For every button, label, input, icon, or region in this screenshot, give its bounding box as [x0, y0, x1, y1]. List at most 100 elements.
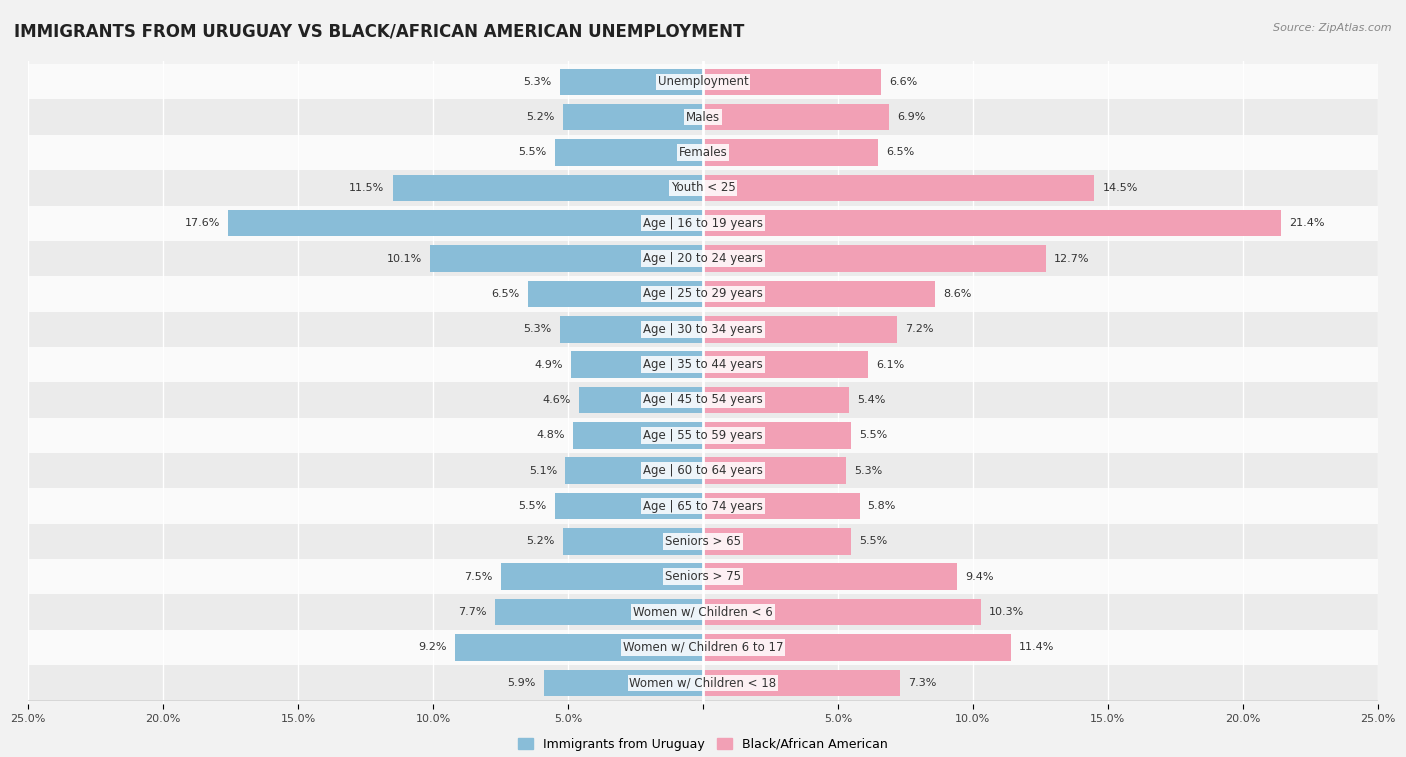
Bar	[28, 99, 1378, 135]
Bar	[28, 64, 1378, 99]
Text: 4.8%: 4.8%	[537, 430, 565, 441]
Bar	[703, 245, 1046, 272]
Text: 17.6%: 17.6%	[184, 218, 219, 228]
Text: 21.4%: 21.4%	[1289, 218, 1324, 228]
Text: 7.7%: 7.7%	[458, 607, 486, 617]
Bar	[28, 347, 1378, 382]
Text: 12.7%: 12.7%	[1054, 254, 1090, 263]
Bar	[430, 245, 703, 272]
Bar	[703, 457, 846, 484]
Text: Women w/ Children < 6: Women w/ Children < 6	[633, 606, 773, 618]
Bar	[703, 316, 897, 342]
Bar	[703, 563, 956, 590]
Bar	[28, 205, 1378, 241]
Bar	[703, 634, 1011, 661]
Text: 11.4%: 11.4%	[1019, 643, 1054, 653]
Bar	[392, 175, 703, 201]
Bar	[703, 281, 935, 307]
Bar	[571, 351, 703, 378]
Bar	[28, 170, 1378, 205]
Text: 6.1%: 6.1%	[876, 360, 904, 369]
Text: 11.5%: 11.5%	[349, 183, 384, 193]
Bar	[703, 210, 1281, 236]
Bar	[703, 528, 852, 555]
Bar	[554, 493, 703, 519]
Text: 5.5%: 5.5%	[859, 537, 887, 547]
Text: 4.9%: 4.9%	[534, 360, 562, 369]
Text: Seniors > 75: Seniors > 75	[665, 570, 741, 583]
Bar	[501, 563, 703, 590]
Bar	[527, 281, 703, 307]
Text: Age | 35 to 44 years: Age | 35 to 44 years	[643, 358, 763, 371]
Text: 14.5%: 14.5%	[1102, 183, 1137, 193]
Bar	[703, 422, 852, 449]
Text: Age | 55 to 59 years: Age | 55 to 59 years	[643, 428, 763, 442]
Bar	[28, 241, 1378, 276]
Text: Age | 25 to 29 years: Age | 25 to 29 years	[643, 288, 763, 301]
Bar	[562, 528, 703, 555]
Text: 10.3%: 10.3%	[990, 607, 1025, 617]
Bar	[574, 422, 703, 449]
Text: Youth < 25: Youth < 25	[671, 182, 735, 195]
Text: 5.5%: 5.5%	[519, 148, 547, 157]
Text: Women w/ Children 6 to 17: Women w/ Children 6 to 17	[623, 641, 783, 654]
Bar	[28, 382, 1378, 418]
Text: Males: Males	[686, 111, 720, 123]
Text: Age | 45 to 54 years: Age | 45 to 54 years	[643, 394, 763, 407]
Bar	[28, 559, 1378, 594]
Bar	[28, 418, 1378, 453]
Text: 5.2%: 5.2%	[526, 537, 554, 547]
Text: 6.5%: 6.5%	[491, 289, 519, 299]
Bar	[28, 665, 1378, 700]
Bar	[703, 139, 879, 166]
Bar	[544, 669, 703, 696]
Bar	[28, 594, 1378, 630]
Bar	[28, 135, 1378, 170]
Bar	[703, 69, 882, 95]
Bar	[495, 599, 703, 625]
Text: 4.6%: 4.6%	[543, 395, 571, 405]
Bar	[28, 276, 1378, 312]
Text: 6.6%: 6.6%	[889, 76, 918, 87]
Bar	[28, 630, 1378, 665]
Bar	[560, 69, 703, 95]
Bar	[703, 175, 1094, 201]
Text: 5.4%: 5.4%	[856, 395, 886, 405]
Text: 7.2%: 7.2%	[905, 324, 934, 335]
Text: 8.6%: 8.6%	[943, 289, 972, 299]
Text: Age | 30 to 34 years: Age | 30 to 34 years	[643, 322, 763, 336]
Text: 6.5%: 6.5%	[887, 148, 915, 157]
Text: 5.9%: 5.9%	[508, 678, 536, 688]
Legend: Immigrants from Uruguay, Black/African American: Immigrants from Uruguay, Black/African A…	[513, 733, 893, 755]
Text: Age | 20 to 24 years: Age | 20 to 24 years	[643, 252, 763, 265]
Text: 5.5%: 5.5%	[859, 430, 887, 441]
Text: 10.1%: 10.1%	[387, 254, 422, 263]
Bar	[562, 104, 703, 130]
Bar	[228, 210, 703, 236]
Text: Seniors > 65: Seniors > 65	[665, 535, 741, 548]
Bar	[565, 457, 703, 484]
Bar	[28, 524, 1378, 559]
Bar	[703, 669, 900, 696]
Bar	[28, 312, 1378, 347]
Bar	[703, 351, 868, 378]
Bar	[28, 453, 1378, 488]
Text: 5.5%: 5.5%	[519, 501, 547, 511]
Text: 7.5%: 7.5%	[464, 572, 492, 581]
Text: Unemployment: Unemployment	[658, 75, 748, 89]
Text: Women w/ Children < 18: Women w/ Children < 18	[630, 676, 776, 690]
Bar	[703, 599, 981, 625]
Text: 7.3%: 7.3%	[908, 678, 936, 688]
Text: 5.3%: 5.3%	[523, 324, 551, 335]
Text: Females: Females	[679, 146, 727, 159]
Bar	[703, 493, 859, 519]
Bar	[703, 387, 849, 413]
Text: 9.2%: 9.2%	[418, 643, 447, 653]
Text: Age | 60 to 64 years: Age | 60 to 64 years	[643, 464, 763, 477]
Bar	[554, 139, 703, 166]
Bar	[28, 488, 1378, 524]
Text: Source: ZipAtlas.com: Source: ZipAtlas.com	[1274, 23, 1392, 33]
Bar	[560, 316, 703, 342]
Bar	[579, 387, 703, 413]
Text: 9.4%: 9.4%	[965, 572, 994, 581]
